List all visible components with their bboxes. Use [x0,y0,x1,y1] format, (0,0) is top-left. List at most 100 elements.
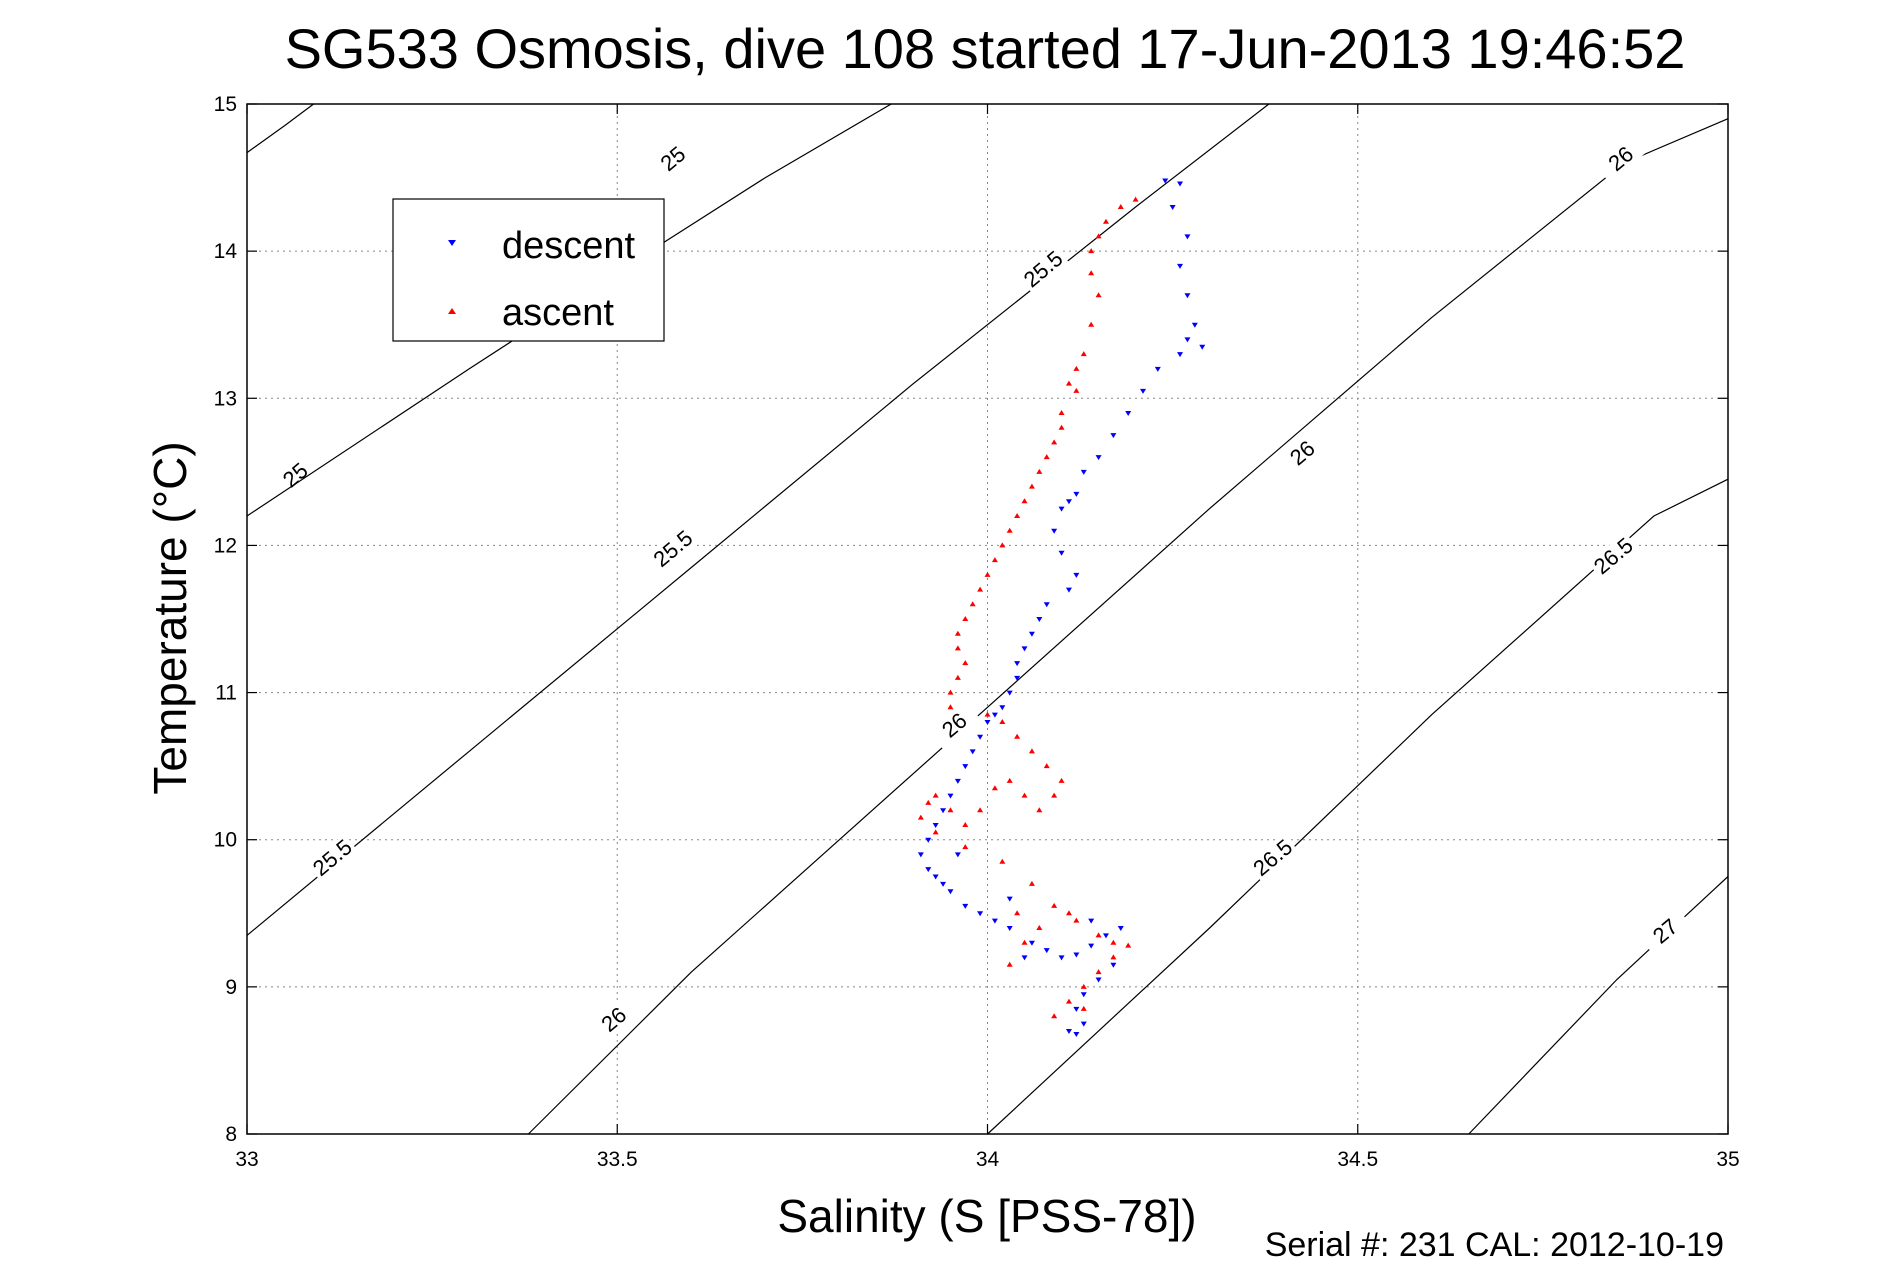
contour-label-bg [270,451,322,500]
descent-point [1006,690,1013,696]
descent-point [917,852,924,858]
contour-label-bg [647,135,699,183]
contour-label-bg [647,525,699,573]
ascent-point [1110,954,1117,960]
ascent-point [1088,270,1095,276]
ascent-point [991,785,998,791]
ascent-point [1051,792,1058,798]
ascent-point [1021,498,1028,504]
descent-point [1088,943,1095,949]
ascent-point [962,616,969,621]
axis-ticks: 33 33.5 34 34.5 35 8 9 10 11 12 13 14 15 [214,93,1740,1171]
descent-point [1028,631,1035,637]
x-tick-label: 33 [235,1148,258,1171]
isopycnal-line [527,118,1729,1135]
ascent-point [1021,939,1028,945]
descent-point [969,749,976,755]
ascent-point [917,814,924,820]
x-axis-label: Salinity (S [PSS-78]) [777,1190,1196,1242]
descent-point [954,852,961,858]
descent-point [1169,205,1176,210]
ascent-point [1006,961,1013,967]
descent-point [999,705,1006,711]
descent-point [1014,661,1021,667]
descent-point [1058,955,1065,961]
y-tick-label: 8 [225,1123,237,1146]
ascent-point [984,571,991,577]
contour-label-bg [307,834,359,882]
descent-point [977,734,984,740]
ascent-point [1028,880,1035,886]
ascent-point [1110,939,1117,945]
ascent-point [947,807,954,813]
ascent-point [1006,527,1013,533]
descent-point [1006,896,1013,902]
ascent-point [962,822,969,827]
descent-point [1058,550,1065,556]
legend: descent ascent [392,198,665,342]
contour-label-bg [588,995,640,1044]
ascent-point [947,689,954,695]
y-tick-label: 13 [214,387,237,410]
y-axis-label: Temperature (°C) [144,441,196,794]
descent-point [1073,952,1080,958]
descent-point [1043,948,1050,954]
descent-point [1177,352,1184,358]
ascent-point [1051,1013,1058,1019]
y-tick-label: 9 [225,976,237,999]
descent-point [1110,962,1117,968]
descent-point [954,778,961,784]
ascent-point [962,660,969,666]
y-tick-label: 11 [215,682,237,705]
ascent-point [1095,233,1102,239]
ascent-point [1088,321,1095,327]
descent-point [932,823,939,828]
ascent-point [1058,777,1065,783]
ascent-point [991,557,998,563]
descent-point [1065,499,1072,505]
ascent-point [1102,218,1109,224]
descent-point [1177,263,1184,269]
ascent-point [1014,910,1021,916]
descent-point [984,720,991,725]
contour-label-bg [1277,429,1329,478]
descent-point [1065,587,1072,593]
descent-point [1095,977,1102,983]
isopycnal-line [1468,876,1729,1135]
ascent-point [1006,777,1013,783]
descent-point [1162,178,1169,184]
descent-point [1125,411,1132,416]
descent-point [1080,1021,1087,1027]
descent-point [1140,388,1147,394]
descent-point [1028,940,1035,946]
ascent-point [1080,983,1087,989]
ascent-point [932,829,939,835]
descent-point [1058,506,1065,512]
descent-point [925,837,932,843]
ascent-point [1065,380,1072,386]
descent-point [991,712,998,718]
descent-point [1184,293,1191,299]
descent-point [1065,1029,1072,1034]
descent-point [1051,528,1058,534]
ascent-point [1080,351,1087,357]
descent-point [1021,646,1028,652]
ascent-point [1028,748,1035,754]
descent-point [1117,926,1124,931]
y-tick-label: 14 [214,240,238,263]
legend-box [392,198,665,342]
descent-point [925,867,932,873]
descent-point [947,793,954,799]
x-tick-label: 34 [976,1148,1000,1171]
chart-title: SG533 Osmosis, dive 108 started 17-Jun-2… [285,17,1686,80]
y-tick-label: 10 [214,829,237,852]
descent-point [1199,344,1206,350]
ascent-point [1036,807,1043,813]
ascent-point [977,807,984,813]
ascent-point [1058,424,1065,430]
ascent-point [1125,942,1132,948]
ascent-point [1014,513,1021,518]
ascent-point [1014,733,1021,739]
descent-point [1021,955,1028,961]
